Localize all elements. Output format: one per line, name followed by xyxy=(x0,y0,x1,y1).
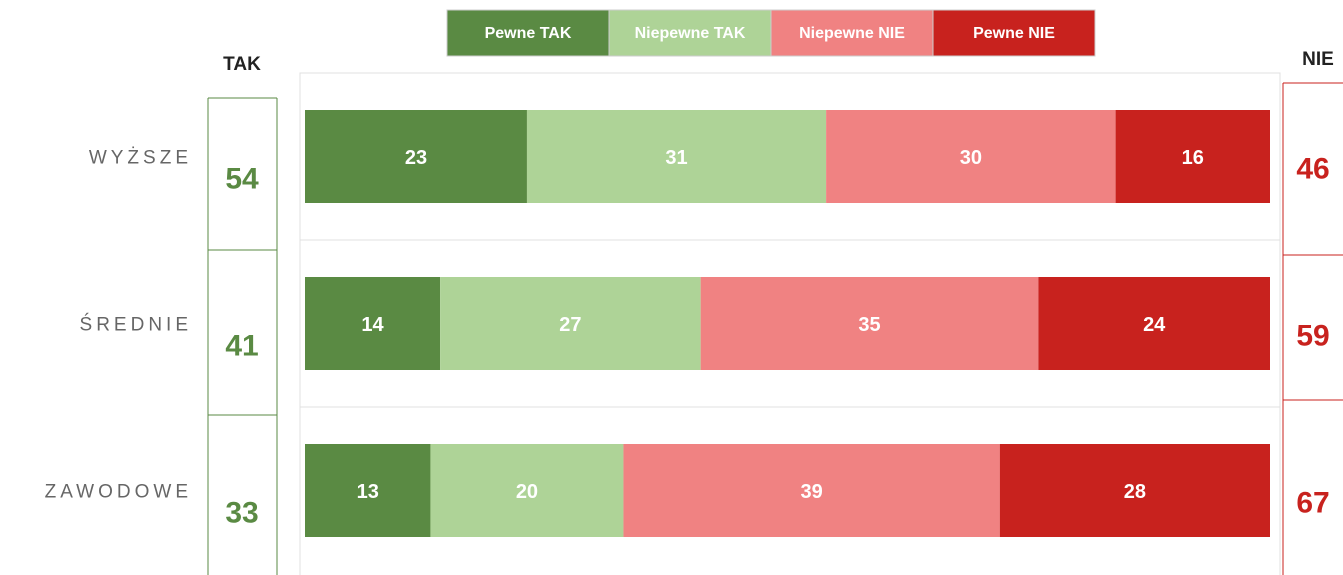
left-total: 41 xyxy=(225,329,258,362)
category-label: WYŻSZE xyxy=(89,148,192,169)
value-label: 30 xyxy=(960,147,982,169)
right-heading: NIE xyxy=(1302,49,1334,70)
value-label: 16 xyxy=(1182,147,1204,169)
category-label: ŚREDNIE xyxy=(80,314,192,336)
legend-label: Pewne NIE xyxy=(973,25,1055,42)
value-label: 27 xyxy=(559,314,581,336)
left-heading: TAK xyxy=(223,54,261,75)
legend-label: Pewne TAK xyxy=(485,25,572,42)
value-label: 14 xyxy=(361,314,384,336)
value-label: 31 xyxy=(665,147,687,169)
bar-segment xyxy=(305,277,441,370)
right-total: 46 xyxy=(1296,152,1329,185)
legend-swatch xyxy=(446,9,610,57)
right-total: 67 xyxy=(1296,486,1329,519)
bar-segment xyxy=(999,444,1270,537)
left-total: 54 xyxy=(225,162,259,195)
value-label: 28 xyxy=(1124,481,1146,503)
bar-segment xyxy=(700,277,1039,370)
bar-segment xyxy=(1115,110,1270,203)
bar-segment xyxy=(440,277,701,370)
category-label: ZAWODOWE xyxy=(45,482,192,503)
legend-swatch xyxy=(932,9,1096,57)
legend-label: Niepewne NIE xyxy=(799,25,905,42)
bar-segment xyxy=(430,444,624,537)
legend-swatch xyxy=(608,9,772,57)
value-label: 35 xyxy=(858,314,880,336)
bar-segment xyxy=(623,444,1000,537)
bar-segment xyxy=(305,110,527,203)
left-total: 33 xyxy=(225,496,258,529)
bar-segment xyxy=(826,110,1116,203)
value-label: 39 xyxy=(801,481,823,503)
plot-frame xyxy=(299,72,1281,575)
value-label: 24 xyxy=(1143,314,1166,336)
legend-swatch xyxy=(770,9,934,57)
value-label: 13 xyxy=(357,481,379,503)
bar-segment xyxy=(526,110,827,203)
value-label: 23 xyxy=(405,147,427,169)
right-total: 59 xyxy=(1296,319,1329,352)
value-label: 20 xyxy=(516,481,538,503)
legend-label: Niepewne TAK xyxy=(635,25,746,42)
bar-segment xyxy=(305,444,431,537)
bar-segment xyxy=(1038,277,1270,370)
